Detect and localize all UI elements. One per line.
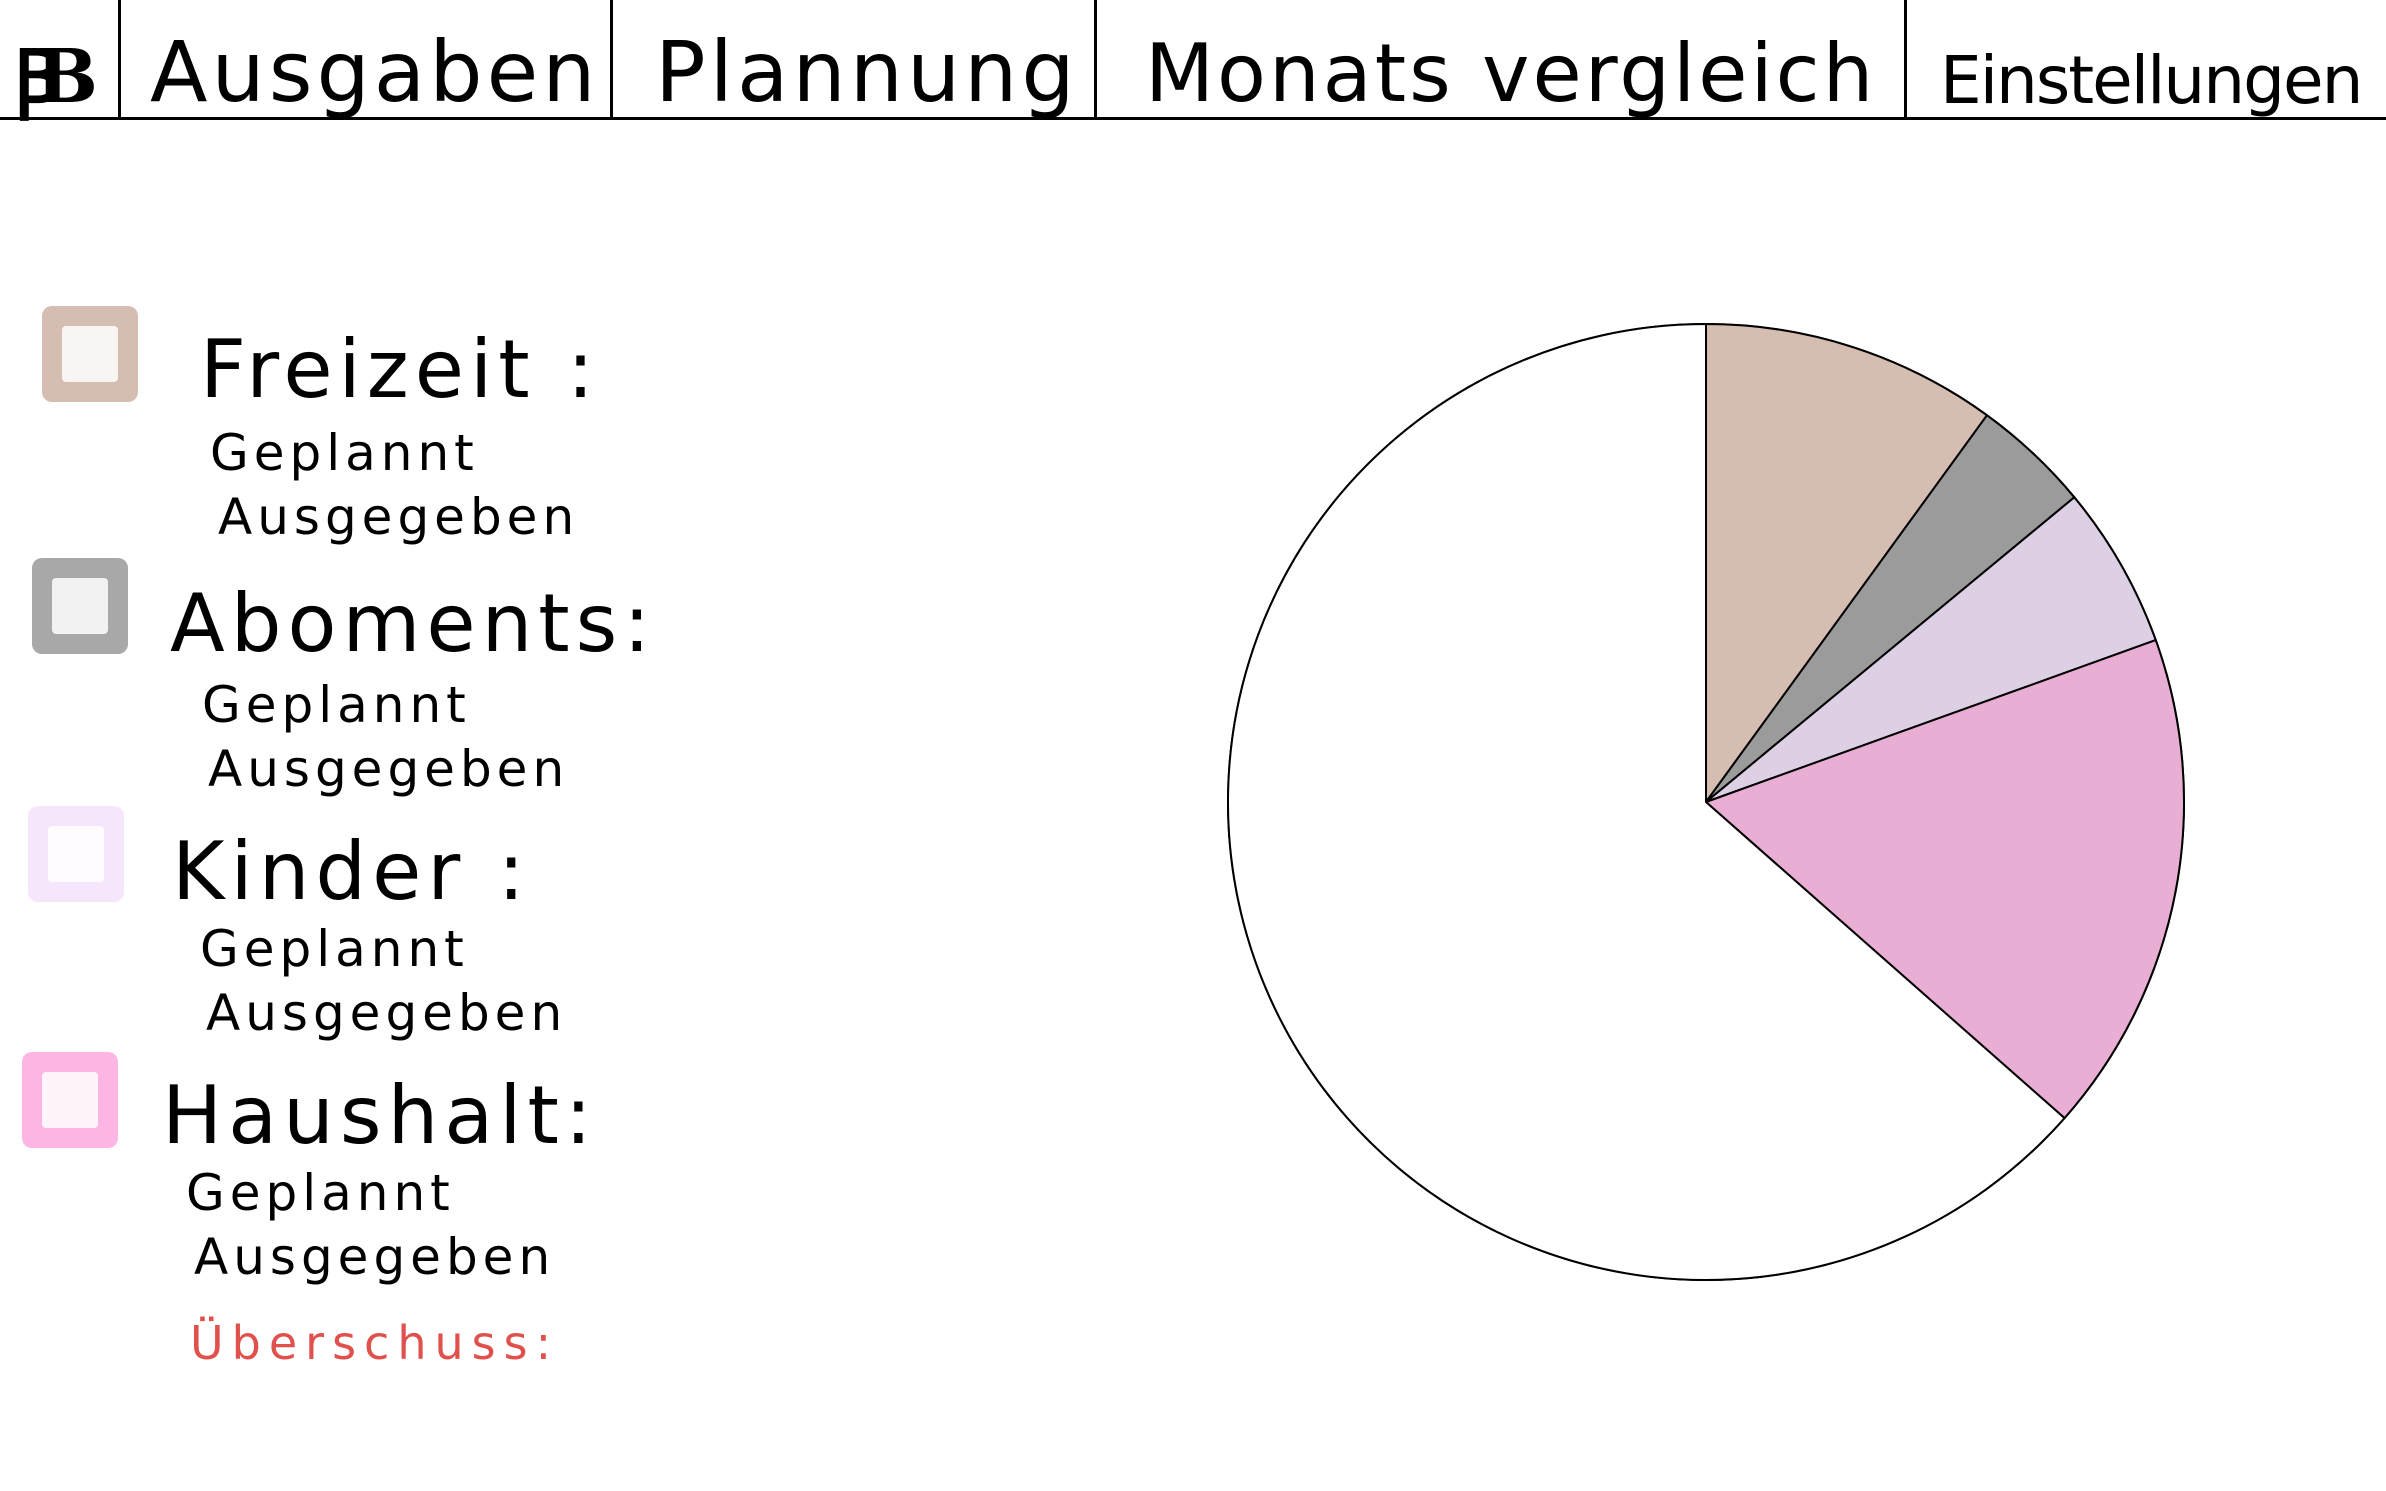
kinder-title: Kinder : — [172, 825, 531, 918]
freizeit-color-swatch[interactable] — [42, 306, 138, 402]
nav-divider — [1094, 0, 1097, 120]
pie-slice-freizeit[interactable] — [1705, 323, 1988, 803]
tab-monatsvergleich[interactable]: Monats vergleich — [1145, 27, 1877, 120]
tab-ausgaben[interactable]: Ausgaben — [150, 23, 600, 121]
app-logo[interactable]: ꞴB — [14, 34, 98, 120]
category-legend: Freizeit : Geplannt Ausgegeben Aboments:… — [0, 0, 700, 1491]
pie-slice-kinder[interactable] — [1705, 496, 2157, 803]
aboments-spent-label: Ausgegeben — [208, 740, 570, 798]
surplus-label: Überschuss: — [190, 1316, 560, 1370]
pie-slice-haushalt[interactable] — [1705, 639, 2185, 1120]
nav-divider — [610, 0, 613, 120]
pie-slice-remaining[interactable] — [1227, 323, 2066, 1281]
kinder-spent-label: Ausgegeben — [206, 984, 568, 1042]
top-navigation: ꞴB Ausgaben Plannung Monats vergleich Ei… — [0, 0, 2386, 120]
haushalt-color-swatch[interactable] — [22, 1052, 118, 1148]
aboments-planned-label: Geplannt — [202, 676, 471, 734]
freizeit-title: Freizeit : — [200, 323, 600, 416]
aboments-title: Aboments: — [170, 577, 657, 670]
haushalt-title: Haushalt: — [162, 1069, 598, 1162]
haushalt-spent-label: Ausgegeben — [194, 1228, 556, 1286]
nav-divider — [118, 0, 121, 120]
aboments-color-swatch[interactable] — [32, 558, 128, 654]
checkbox-icon — [48, 826, 104, 882]
freizeit-spent-label: Ausgegeben — [218, 488, 580, 546]
checkbox-icon — [62, 326, 118, 382]
freizeit-planned-label: Geplannt — [210, 424, 479, 482]
tab-plannung[interactable]: Plannung — [655, 23, 1079, 121]
checkbox-icon — [52, 578, 108, 634]
tab-einstellungen[interactable]: Einstellungen — [1940, 42, 2363, 119]
checkbox-icon — [42, 1072, 98, 1128]
nav-divider — [1904, 0, 1907, 120]
kinder-color-swatch[interactable] — [28, 806, 124, 902]
haushalt-planned-label: Geplannt — [186, 1164, 455, 1222]
kinder-planned-label: Geplannt — [200, 920, 469, 978]
